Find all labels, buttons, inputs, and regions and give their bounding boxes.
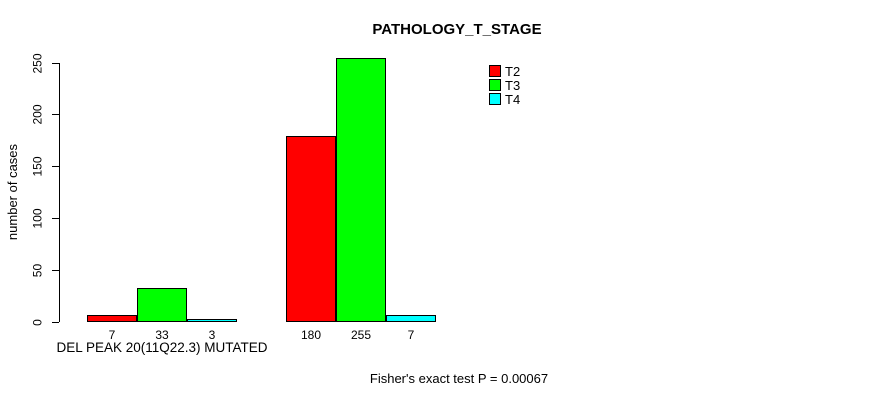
y-axis-tick	[52, 269, 59, 271]
bar-t2-group1	[87, 314, 137, 322]
bar-value-label: 33	[155, 328, 169, 342]
y-axis-tick	[52, 114, 59, 116]
bar-value-label: 255	[350, 328, 372, 342]
bar-t3-group1	[137, 287, 187, 322]
bar-t4-group1	[187, 318, 237, 322]
y-axis-tick	[52, 62, 59, 64]
bar-value-label: 3	[208, 328, 216, 342]
legend-label-t3: T3	[505, 78, 521, 93]
bar-t2-group2	[286, 135, 336, 322]
bar-t3-group2	[336, 57, 386, 322]
bar-value-label: 180	[300, 328, 322, 342]
legend-swatch-t2	[489, 65, 501, 77]
legend-label-t2: T2	[505, 64, 521, 79]
bar-t4-group2	[386, 314, 436, 322]
fisher-test-annotation: Fisher's exact test P = 0.00067	[369, 371, 549, 386]
bar-value-label: 7	[407, 328, 415, 342]
y-axis-line	[59, 63, 60, 322]
y-axis-tick	[52, 166, 59, 168]
legend-swatch-t3	[489, 79, 501, 91]
x-group-label: DEL PEAK 20(11Q22.3) MUTATED	[56, 340, 268, 355]
legend-label-t4: T4	[505, 92, 521, 107]
y-axis-tick	[52, 321, 59, 323]
y-axis-tick	[52, 217, 59, 219]
chart-title: PATHOLOGY_T_STAGE	[372, 21, 542, 38]
legend-swatch-t4	[489, 93, 501, 105]
bar-value-label: 7	[108, 328, 116, 342]
